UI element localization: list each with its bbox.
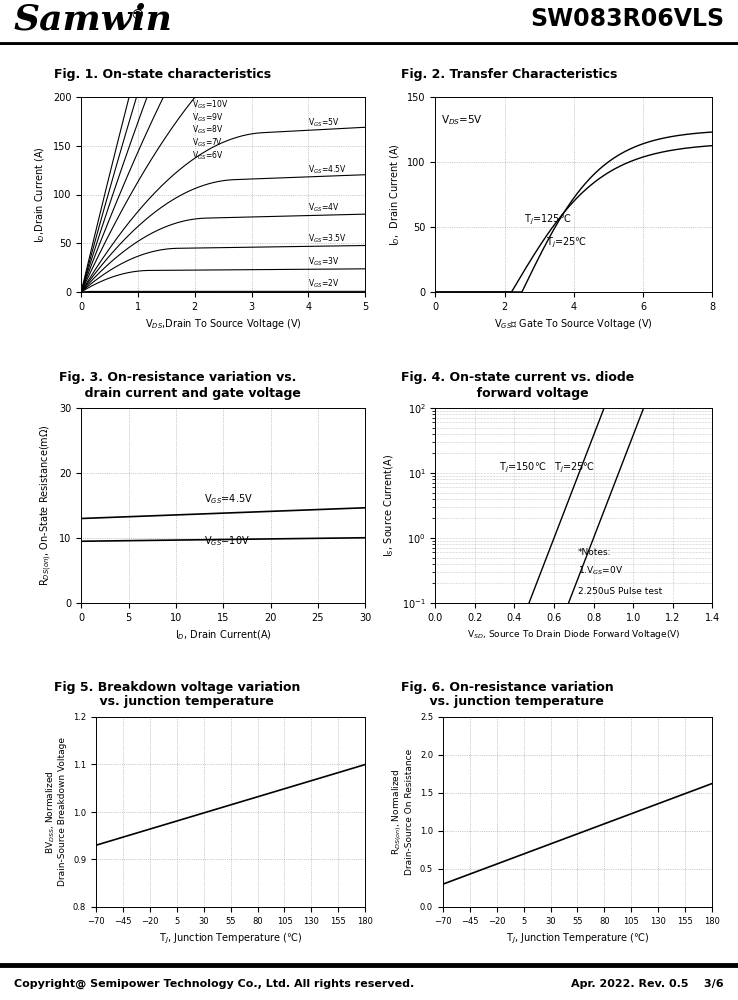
X-axis label: V$_{SD}$, Source To Drain Diode Forward Voltage(V): V$_{SD}$, Source To Drain Diode Forward … xyxy=(467,628,680,641)
Text: T$_j$=25℃: T$_j$=25℃ xyxy=(546,236,587,250)
Y-axis label: I$_D$,Drain Current (A): I$_D$,Drain Current (A) xyxy=(34,146,47,243)
Text: *Notes:: *Notes: xyxy=(578,548,611,557)
Text: Copyright@ Semipower Technology Co., Ltd. All rights reserved.: Copyright@ Semipower Technology Co., Ltd… xyxy=(14,979,414,989)
Y-axis label: BV$_{DSS}$, Normalized
Drain-Source Breakdown Voltage: BV$_{DSS}$, Normalized Drain-Source Brea… xyxy=(44,737,67,886)
X-axis label: T$_J$, Junction Temperature (℃): T$_J$, Junction Temperature (℃) xyxy=(159,931,303,946)
X-axis label: V$_{DS}$,Drain To Source Voltage (V): V$_{DS}$,Drain To Source Voltage (V) xyxy=(145,317,302,331)
Text: V$_{GS}$=4V: V$_{GS}$=4V xyxy=(308,202,340,214)
Text: Samwin: Samwin xyxy=(14,2,173,36)
Text: V$_{DS}$=5V: V$_{DS}$=5V xyxy=(441,113,483,127)
Text: V$_{GS}$=10V: V$_{GS}$=10V xyxy=(204,534,250,548)
Text: V$_{GS}$=7V: V$_{GS}$=7V xyxy=(192,137,222,149)
Text: T$_j$=125℃: T$_j$=125℃ xyxy=(524,212,571,227)
Text: Fig 5. Breakdown voltage variation
    vs. junction temperature: Fig 5. Breakdown voltage variation vs. j… xyxy=(55,680,300,708)
Text: V$_{GS}$=6V: V$_{GS}$=6V xyxy=(192,149,224,162)
Y-axis label: I$_S$, Source Current(A): I$_S$, Source Current(A) xyxy=(383,454,396,557)
X-axis label: T$_J$, Junction Temperature (℃): T$_J$, Junction Temperature (℃) xyxy=(506,931,649,946)
Y-axis label: R$_{DS(on)}$, On-State Resistance(mΩ): R$_{DS(on)}$, On-State Resistance(mΩ) xyxy=(38,425,54,586)
Y-axis label: R$_{DS(on)}$, Normalized
Drain-Source On Resistance: R$_{DS(on)}$, Normalized Drain-Source On… xyxy=(390,749,415,875)
Text: V$_{GS}$=10V: V$_{GS}$=10V xyxy=(192,99,228,111)
Text: Fig. 2. Transfer Characteristics: Fig. 2. Transfer Characteristics xyxy=(401,68,618,81)
X-axis label: I$_D$, Drain Current(A): I$_D$, Drain Current(A) xyxy=(175,628,272,642)
Text: V$_{GS}$=4.5V: V$_{GS}$=4.5V xyxy=(308,163,348,176)
Text: Fig. 6. On-resistance variation
    vs. junction temperature: Fig. 6. On-resistance variation vs. junc… xyxy=(401,680,614,708)
Text: Fig. 1. On-state characteristics: Fig. 1. On-state characteristics xyxy=(55,68,272,81)
Text: T$_j$=150℃: T$_j$=150℃ xyxy=(499,461,546,475)
Y-axis label: I$_D$,  Drain Current (A): I$_D$, Drain Current (A) xyxy=(388,143,401,246)
Text: Fig. 3. On-resistance variation vs.
       drain current and gate voltage: Fig. 3. On-resistance variation vs. drai… xyxy=(55,371,301,399)
X-axis label: V$_{GS}$， Gate To Source Voltage (V): V$_{GS}$， Gate To Source Voltage (V) xyxy=(494,317,653,331)
Text: V$_{GS}$=4.5V: V$_{GS}$=4.5V xyxy=(204,492,253,506)
Text: ®: ® xyxy=(130,9,144,23)
Text: Apr. 2022. Rev. 0.5    3/6: Apr. 2022. Rev. 0.5 3/6 xyxy=(571,979,724,989)
Text: SW083R06VLS: SW083R06VLS xyxy=(530,7,724,31)
Text: V$_{GS}$=3V: V$_{GS}$=3V xyxy=(308,255,339,268)
Text: 2.250uS Pulse test: 2.250uS Pulse test xyxy=(578,587,662,596)
Text: V$_{GS}$=9V: V$_{GS}$=9V xyxy=(192,111,224,124)
Text: V$_{GS}$=8V: V$_{GS}$=8V xyxy=(192,124,224,136)
Text: Fig. 4. On-state current vs. diode
       forward voltage: Fig. 4. On-state current vs. diode forwa… xyxy=(401,371,635,399)
Text: V$_{GS}$=5V: V$_{GS}$=5V xyxy=(308,117,340,129)
Text: T$_j$=25℃: T$_j$=25℃ xyxy=(554,461,595,475)
Text: V$_{GS}$=3.5V: V$_{GS}$=3.5V xyxy=(308,232,348,245)
Text: V$_{GS}$=2V: V$_{GS}$=2V xyxy=(308,277,340,290)
Text: 1.V$_{GS}$=0V: 1.V$_{GS}$=0V xyxy=(578,565,623,577)
